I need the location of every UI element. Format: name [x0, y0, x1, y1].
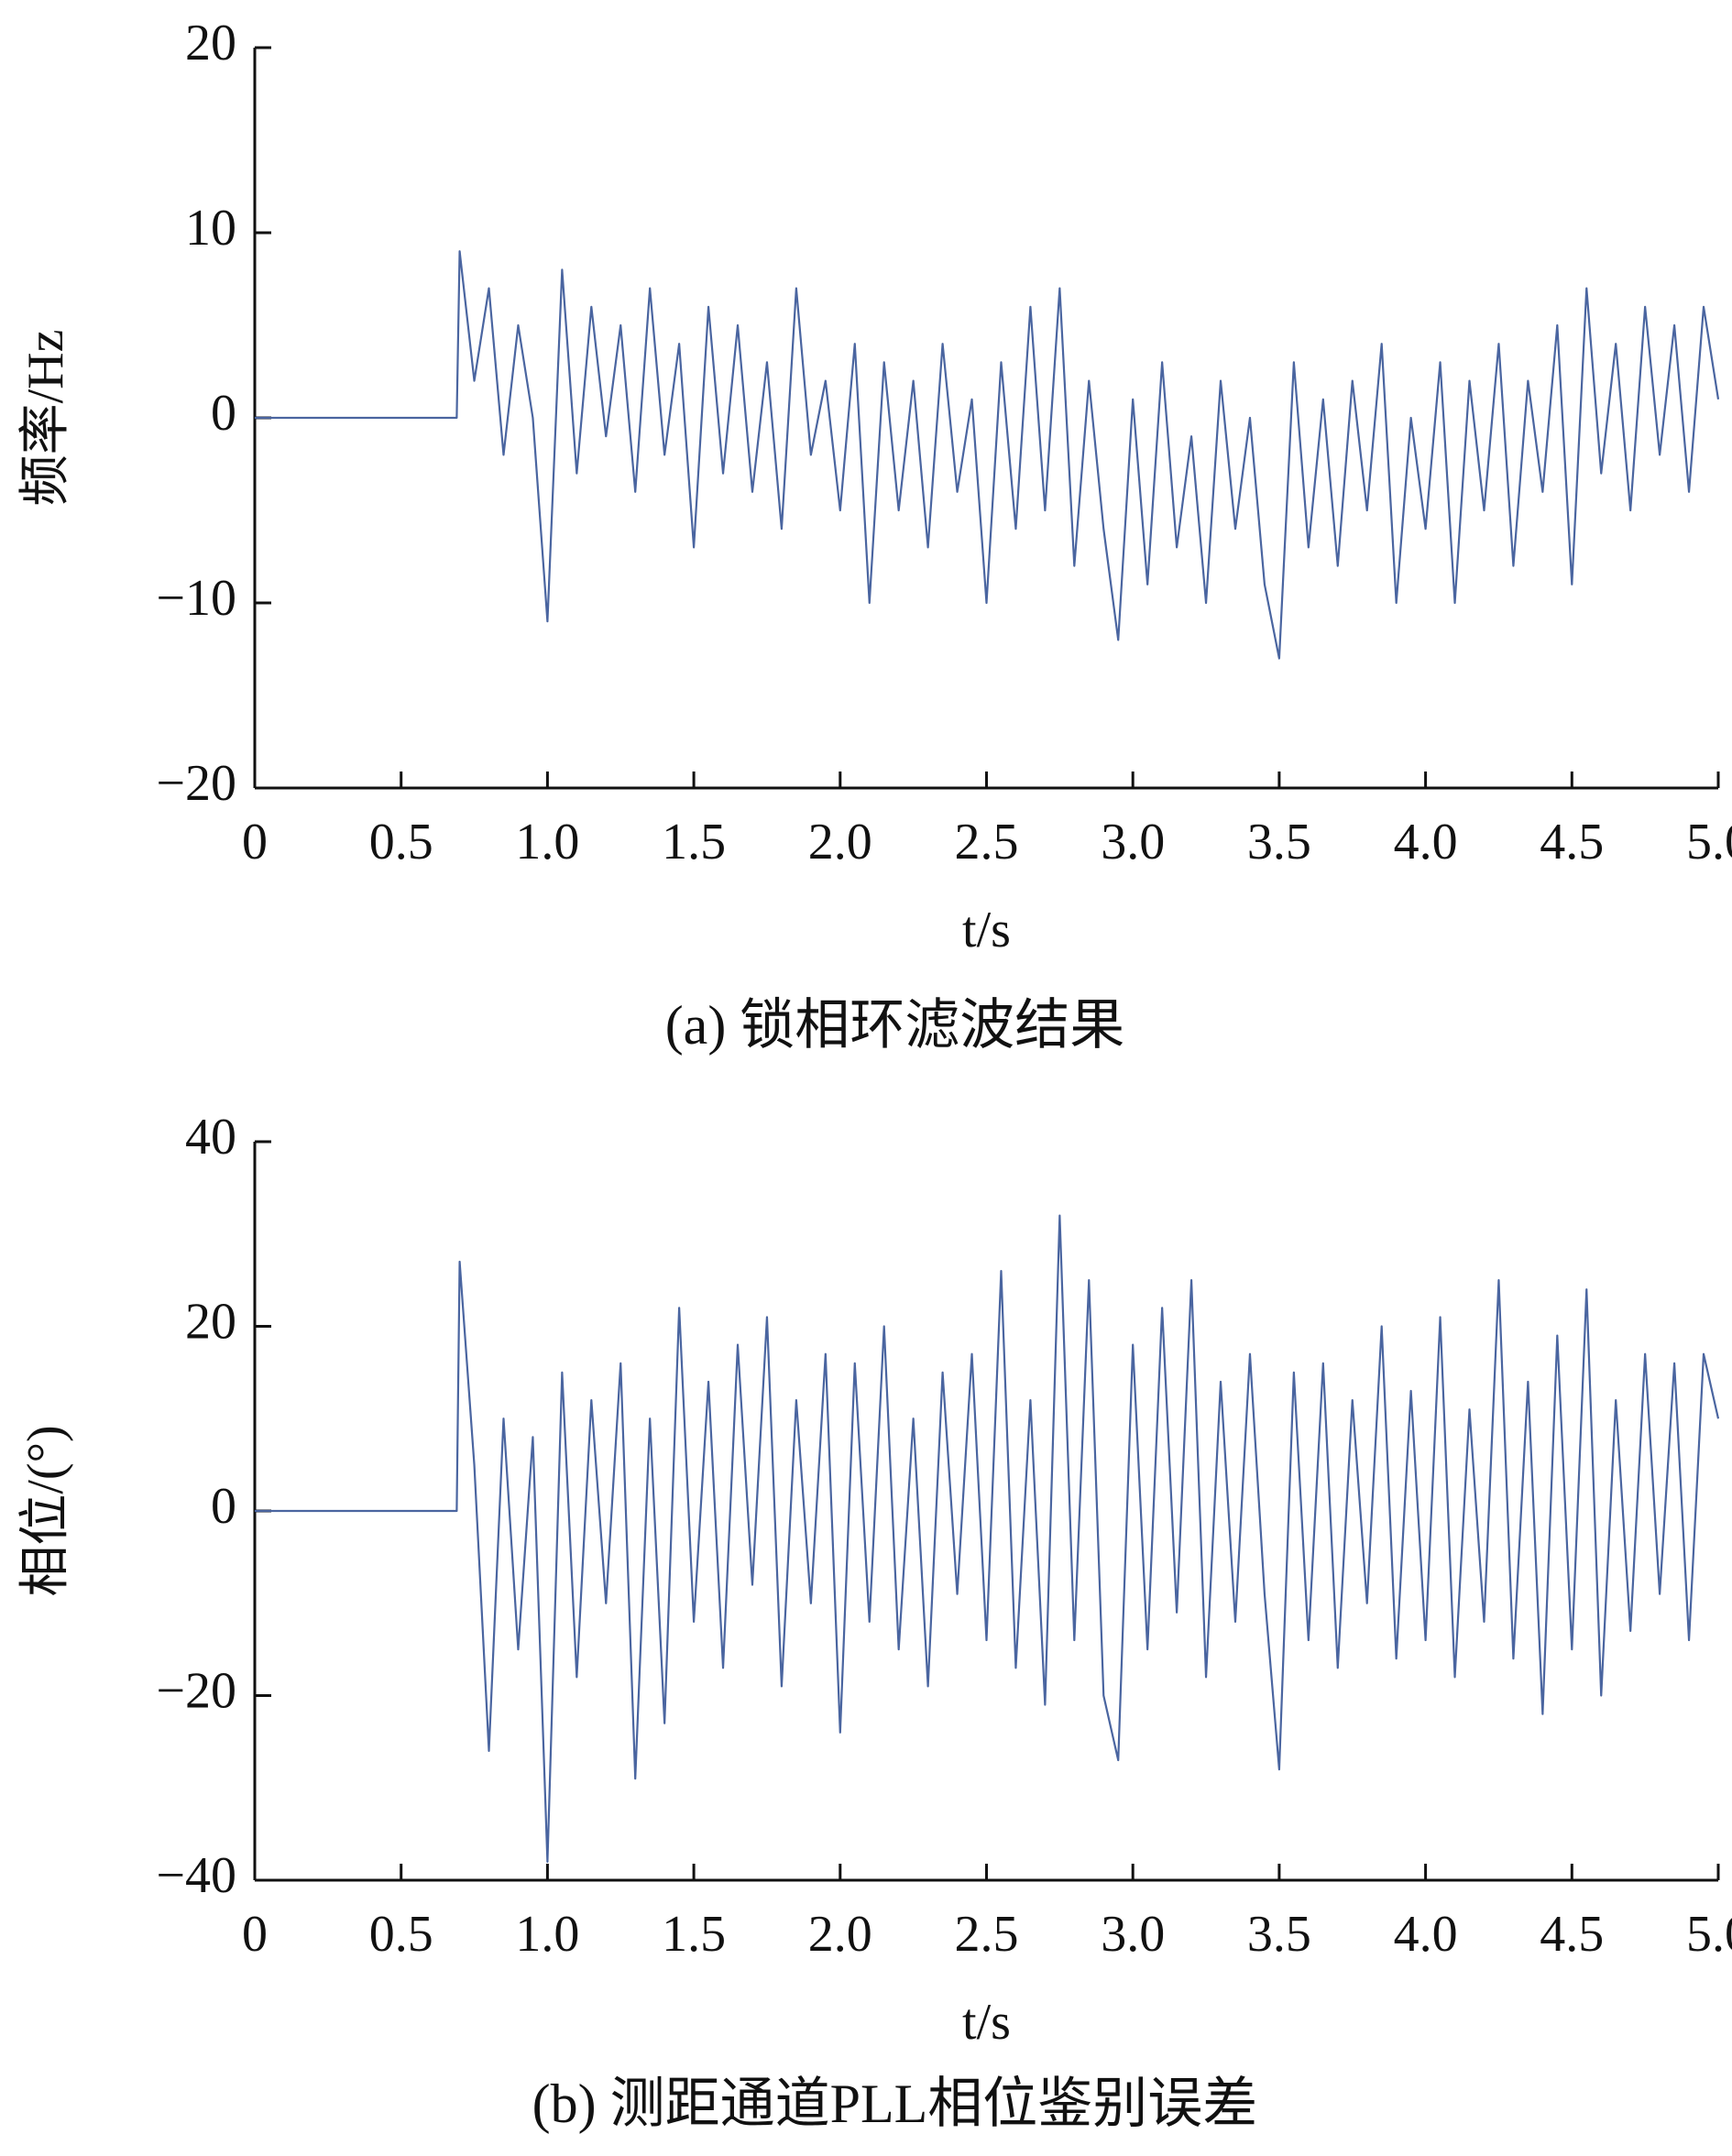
y-tick-label: 40 [185, 1109, 236, 1166]
y-tick-label: −20 [156, 755, 236, 812]
x-tick-label: 1.5 [662, 814, 726, 870]
x-tick-label: 2.0 [808, 814, 872, 870]
x-tick-label: 3.0 [1101, 814, 1165, 870]
caption: (b) 测距通道PLL相位鉴别误差 [532, 2074, 1258, 2134]
x-tick-label: 3.5 [1247, 1906, 1311, 1963]
x-tick-label: 3.5 [1247, 814, 1311, 870]
y-tick-label: −40 [156, 1847, 236, 1904]
data-line [255, 1214, 1720, 1863]
x-tick-label: 2.0 [808, 1906, 872, 1963]
x-tick-label: 2.5 [955, 814, 1019, 870]
x-tick-label: 2.5 [955, 1906, 1019, 1963]
x-tick-label: 5.0 [1686, 1906, 1732, 1963]
x-tick-label: 5.0 [1686, 814, 1732, 870]
x-tick-label: 4.5 [1540, 1906, 1604, 1963]
x-tick-label: 0.5 [369, 814, 433, 870]
x-tick-label: 4.5 [1540, 814, 1604, 870]
x-axis-label: t/s [962, 1994, 1011, 2051]
data-line [255, 250, 1720, 660]
y-axis-label: 相位/(°) [17, 1425, 74, 1596]
x-tick-label: 1.0 [515, 814, 579, 870]
x-tick-label: 4.0 [1394, 814, 1458, 870]
x-tick-label: 1.0 [515, 1906, 579, 1963]
x-tick-label: 0 [242, 814, 268, 870]
caption: (a) 锁相环滤波结果 [665, 995, 1125, 1056]
y-tick-label: −10 [156, 570, 236, 627]
y-tick-label: 10 [185, 200, 236, 257]
x-tick-label: 0 [242, 1906, 268, 1963]
x-tick-label: 4.0 [1394, 1906, 1458, 1963]
x-tick-label: 3.0 [1101, 1906, 1165, 1963]
y-tick-label: 0 [211, 1478, 236, 1535]
y-tick-label: −20 [156, 1662, 236, 1719]
x-tick-label: 1.5 [662, 1906, 726, 1963]
x-axis-label: t/s [962, 902, 1011, 958]
y-tick-label: 20 [185, 1293, 236, 1350]
y-tick-label: 20 [185, 15, 236, 71]
y-axis-label: 频率/Hz [17, 330, 74, 507]
y-tick-label: 0 [211, 385, 236, 442]
x-tick-label: 0.5 [369, 1906, 433, 1963]
